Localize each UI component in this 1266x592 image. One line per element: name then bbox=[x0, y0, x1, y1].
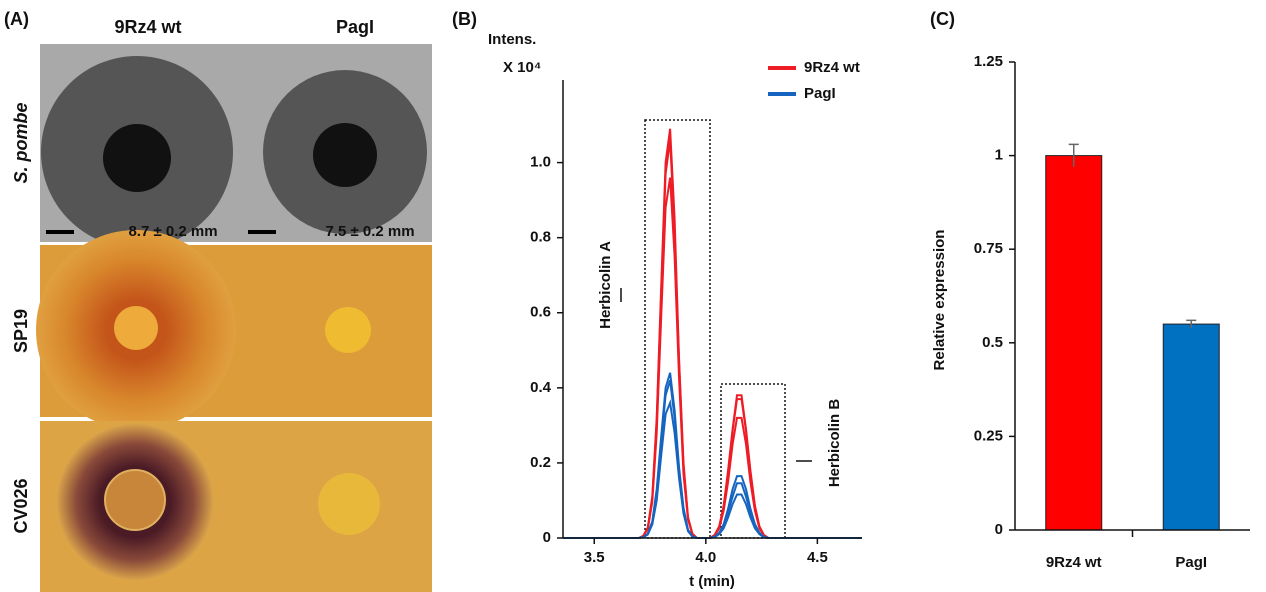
y-tick-label: 0.25 bbox=[974, 427, 1003, 444]
column-header: 9Rz4 wt bbox=[114, 17, 181, 37]
y-tick-label: 0.6 bbox=[530, 304, 551, 321]
trace bbox=[563, 380, 862, 538]
y-multiplier: X 10⁴ bbox=[503, 59, 541, 76]
annotation: Herbicolin A bbox=[597, 241, 614, 329]
bar bbox=[1163, 324, 1219, 530]
y-tick-label: 1 bbox=[995, 147, 1003, 164]
column-header: PagI bbox=[336, 17, 374, 37]
panel-label: (B) bbox=[452, 9, 477, 29]
x-tick-label: PagI bbox=[1175, 554, 1207, 571]
trace bbox=[563, 373, 862, 538]
annotation: Herbicolin B bbox=[826, 399, 843, 488]
y-axis-label: Relative expression bbox=[931, 230, 948, 371]
y-tick-label: 0.8 bbox=[530, 229, 551, 246]
trace bbox=[563, 129, 862, 538]
y-tick-label: 0.4 bbox=[530, 379, 552, 396]
x-tick-label: 9Rz4 wt bbox=[1046, 554, 1102, 571]
trace bbox=[563, 403, 862, 538]
y-tick-label: 0 bbox=[543, 529, 551, 546]
y-tick-label: 0 bbox=[995, 521, 1003, 538]
legend-label: PagI bbox=[804, 85, 836, 102]
row-label: CV026 bbox=[11, 478, 31, 533]
trace bbox=[563, 140, 862, 538]
y-axis-label: Intens. bbox=[488, 31, 536, 48]
y-tick-label: 1.25 bbox=[974, 53, 1003, 70]
x-tick-label: 4.5 bbox=[807, 549, 828, 566]
photo-panel bbox=[36, 44, 432, 592]
y-tick-label: 0.2 bbox=[530, 454, 551, 471]
y-tick-label: 0.5 bbox=[982, 334, 1003, 351]
x-tick-label: 4.0 bbox=[695, 549, 716, 566]
legend-label: 9Rz4 wt bbox=[804, 59, 860, 76]
panel-label: (A) bbox=[4, 9, 29, 29]
row-label: SP19 bbox=[11, 309, 31, 353]
row-label: S. pombe bbox=[11, 102, 31, 183]
bar bbox=[1046, 156, 1102, 530]
measurement: 7.5 ± 0.2 mm bbox=[325, 223, 414, 240]
trace bbox=[563, 178, 862, 538]
y-tick-label: 0.75 bbox=[974, 240, 1003, 257]
measurement: 8.7 ± 0.2 mm bbox=[128, 223, 217, 240]
x-tick-label: 3.5 bbox=[584, 549, 605, 566]
panel-label: (C) bbox=[930, 9, 955, 29]
x-axis-label: t (min) bbox=[689, 573, 735, 590]
y-tick-label: 1.0 bbox=[530, 154, 551, 171]
figure: (A) 9Rz4 wt PagI S. pombe SP19 CV026 8.7… bbox=[0, 0, 1266, 592]
